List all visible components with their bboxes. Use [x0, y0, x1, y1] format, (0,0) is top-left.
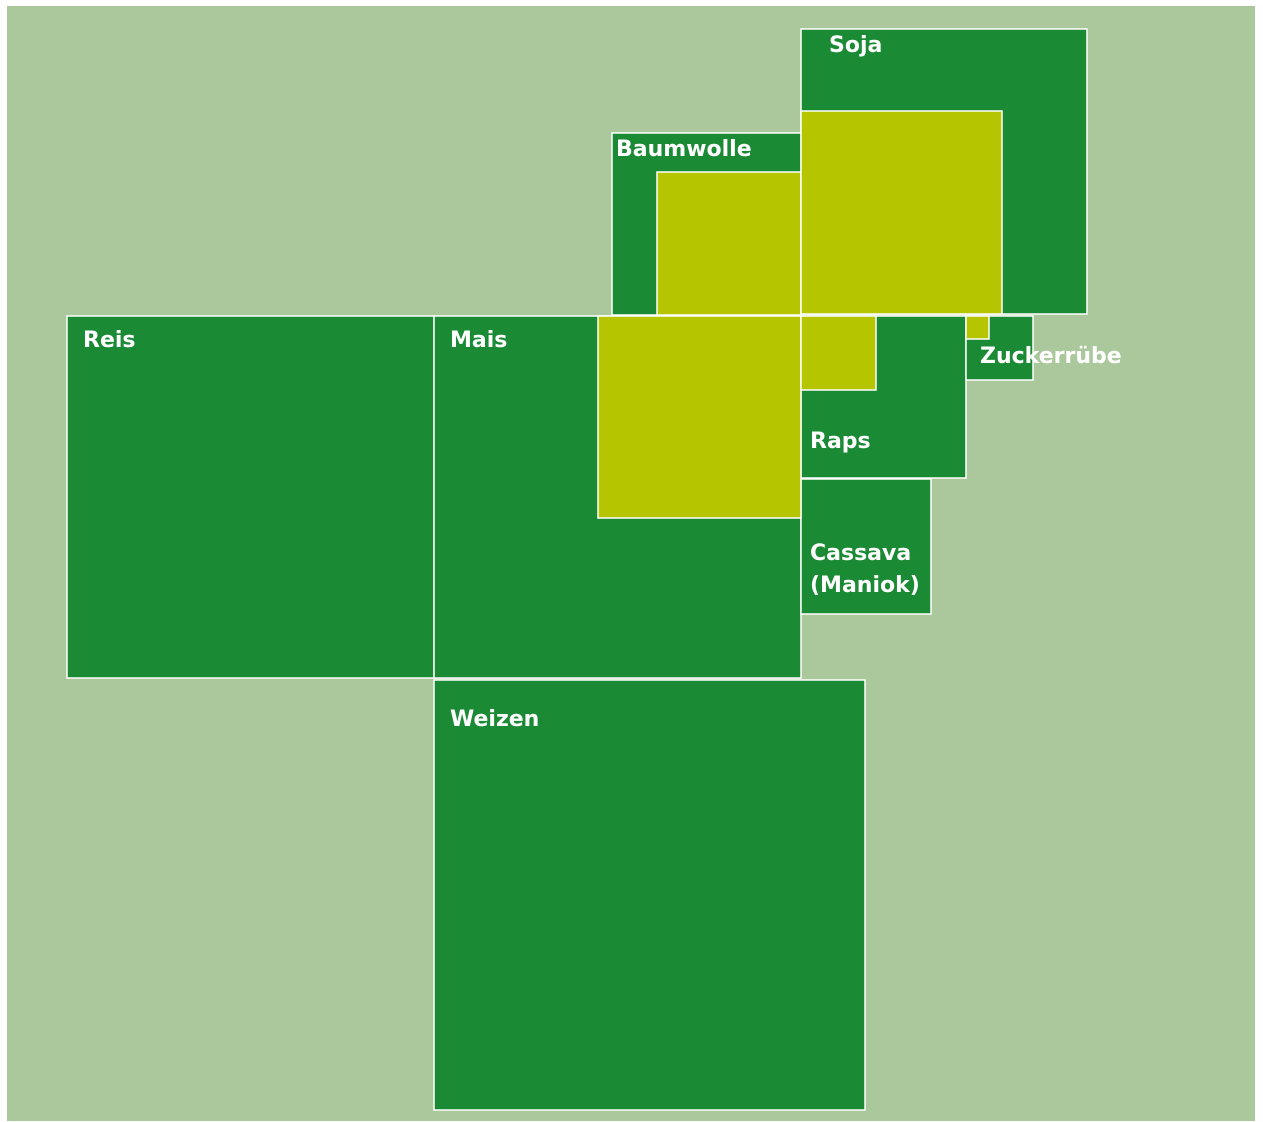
weizen-square [433, 679, 866, 1111]
baumwolle-inner-square [656, 171, 802, 316]
label: Raps [810, 429, 871, 454]
soja-inner-square [800, 110, 1003, 315]
label: Soja [829, 33, 882, 58]
cassava-square [800, 478, 932, 615]
label: Mais [450, 328, 507, 353]
label: Zuckerrübe [980, 344, 1122, 369]
reis-square [66, 315, 435, 679]
zuckerruebe-inner-square [965, 315, 990, 340]
label: Cassava [810, 541, 911, 566]
label: Reis [83, 328, 136, 353]
label: Weizen [450, 707, 539, 732]
raps-inner-square [800, 315, 877, 391]
label: Baumwolle [616, 137, 752, 162]
mais-inner-square [597, 315, 802, 519]
label: (Maniok) [810, 573, 920, 598]
